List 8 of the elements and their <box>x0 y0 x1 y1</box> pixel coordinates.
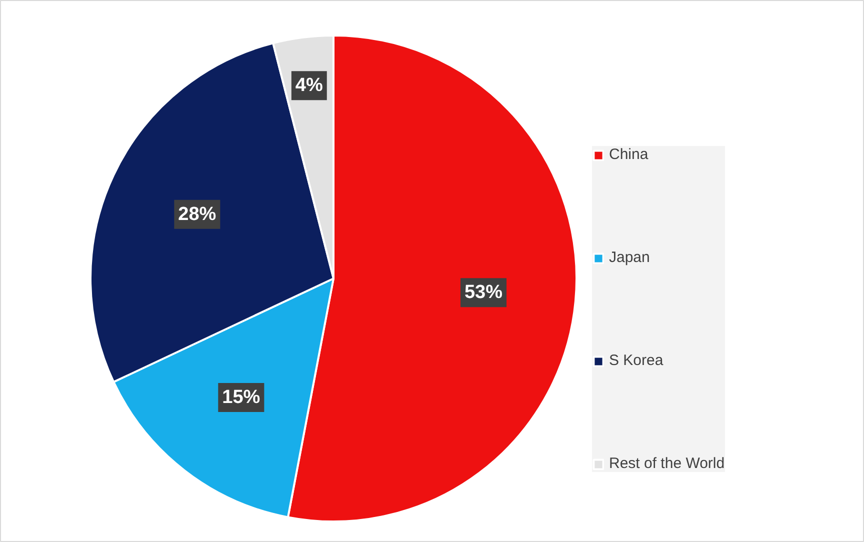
legend-label: China <box>609 146 648 163</box>
data-label: 15% <box>222 387 260 408</box>
data-label: 4% <box>295 75 323 96</box>
legend-label: Rest of the World <box>609 455 725 472</box>
data-label: 53% <box>464 282 503 304</box>
legend-label: Japan <box>609 249 650 266</box>
data-label: 28% <box>178 204 216 225</box>
legend-label: S Korea <box>609 352 664 369</box>
